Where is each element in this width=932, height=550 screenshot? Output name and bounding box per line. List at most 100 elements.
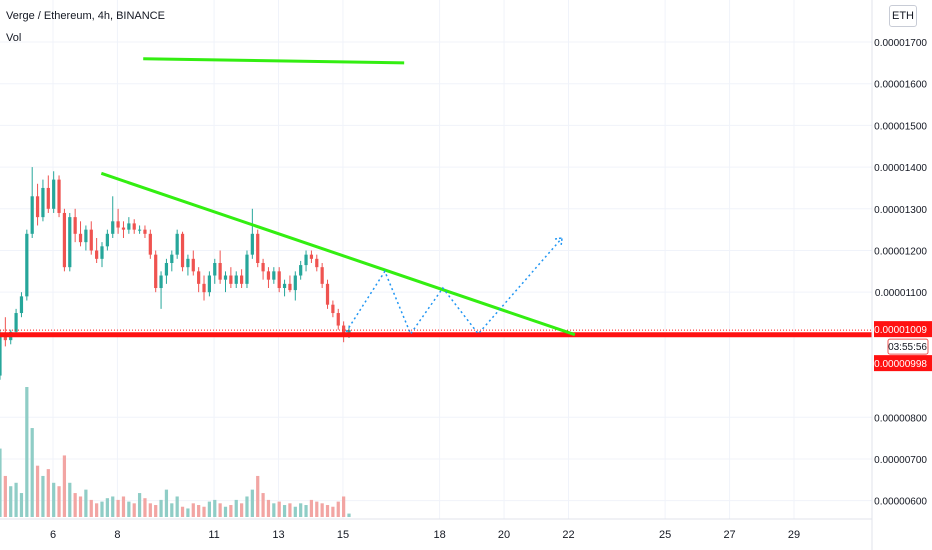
volume-bar xyxy=(207,501,212,517)
candle xyxy=(95,237,99,263)
time-tick-label: 15 xyxy=(337,529,349,541)
volume-bar xyxy=(175,496,179,517)
trendline-0[interactable] xyxy=(100,171,576,337)
trend-lines xyxy=(100,57,576,337)
candle-body xyxy=(121,227,126,230)
time-tick-label: 20 xyxy=(498,529,510,541)
price-tick-label: 0.00001400 xyxy=(874,163,927,174)
candle xyxy=(282,279,287,297)
candle xyxy=(223,271,228,293)
candle-body xyxy=(159,275,163,289)
volume-bar xyxy=(25,387,29,517)
candlesticks xyxy=(0,167,872,380)
volume-bar xyxy=(186,508,190,517)
candle xyxy=(331,300,335,318)
candle xyxy=(52,171,56,213)
volume-bar xyxy=(229,505,233,517)
candle-body xyxy=(148,233,152,255)
volume-bar xyxy=(261,493,265,517)
price-tick-label: 0.00001700 xyxy=(874,38,927,49)
candle-body xyxy=(154,254,158,289)
volume-bar xyxy=(89,499,93,517)
currency-button[interactable]: ETH xyxy=(889,5,917,27)
last-price-tag xyxy=(874,321,932,338)
time-tick-label: 13 xyxy=(272,529,284,541)
candle-body xyxy=(46,187,50,209)
candle xyxy=(41,179,45,222)
candle xyxy=(46,175,50,213)
chart-grid xyxy=(0,0,872,519)
candle-body xyxy=(186,258,190,268)
candle xyxy=(261,258,265,280)
candle-body xyxy=(105,233,109,247)
candle xyxy=(170,250,174,272)
volume-bar xyxy=(180,506,185,517)
candle xyxy=(239,269,244,289)
candle xyxy=(84,225,88,251)
candle xyxy=(62,208,67,272)
candle xyxy=(266,267,271,289)
candle-body xyxy=(250,233,254,255)
candle-body xyxy=(288,283,292,291)
candle-body xyxy=(25,233,29,297)
candle xyxy=(207,271,212,297)
candle-body xyxy=(304,254,308,266)
volume-bar xyxy=(73,493,77,517)
volume-bar xyxy=(239,503,244,517)
volume-bar xyxy=(191,503,195,517)
volume-bar xyxy=(347,513,351,517)
price-tick-label: 0.00001600 xyxy=(874,80,927,91)
candle-body xyxy=(229,275,233,284)
candle xyxy=(320,263,324,289)
candle xyxy=(293,271,297,301)
candle xyxy=(159,271,163,309)
candle xyxy=(73,208,77,243)
candle xyxy=(234,271,238,289)
candle-body xyxy=(336,313,340,326)
candle-body xyxy=(95,250,99,259)
volume-bar xyxy=(245,496,249,517)
candle xyxy=(154,250,158,293)
candle-body xyxy=(261,263,265,272)
trendline-1[interactable] xyxy=(143,57,405,65)
candle xyxy=(175,229,179,259)
volume-bar xyxy=(9,486,13,517)
time-tick-label: 6 xyxy=(50,529,56,541)
candle xyxy=(137,225,142,234)
candle-body xyxy=(213,263,217,276)
volume-bar xyxy=(159,499,163,517)
candle-body xyxy=(0,333,2,376)
projection-path xyxy=(345,237,563,336)
volume-bar xyxy=(293,506,297,517)
price-tick-label: 0.00000600 xyxy=(874,497,927,508)
volume-bar xyxy=(250,489,254,517)
candle xyxy=(25,229,29,301)
volume-bar xyxy=(197,505,201,517)
volume-bar xyxy=(325,505,330,517)
candle xyxy=(111,196,115,238)
candle-body xyxy=(30,196,34,234)
candle-body xyxy=(299,265,303,276)
volume-bar xyxy=(105,498,109,517)
volume-bar xyxy=(164,489,169,517)
candle xyxy=(121,221,126,238)
candle xyxy=(127,217,131,234)
candle-body xyxy=(347,330,351,334)
candle-body xyxy=(57,179,61,213)
time-tick-label: 29 xyxy=(788,529,800,541)
candle-body xyxy=(218,263,222,280)
volume-bar xyxy=(111,496,115,517)
candle-body xyxy=(245,254,249,284)
candle xyxy=(277,267,281,293)
volume-bar xyxy=(3,475,7,517)
volume-indicator-label[interactable]: Vol xyxy=(6,32,22,44)
volume-bar xyxy=(14,482,18,517)
candle xyxy=(164,258,169,284)
candle-body xyxy=(78,233,83,243)
volume-bar xyxy=(154,505,158,517)
candle-body xyxy=(170,254,174,263)
support-price-label: 0.00000998 xyxy=(874,359,927,370)
candle xyxy=(197,267,201,293)
candle-body xyxy=(342,325,346,334)
